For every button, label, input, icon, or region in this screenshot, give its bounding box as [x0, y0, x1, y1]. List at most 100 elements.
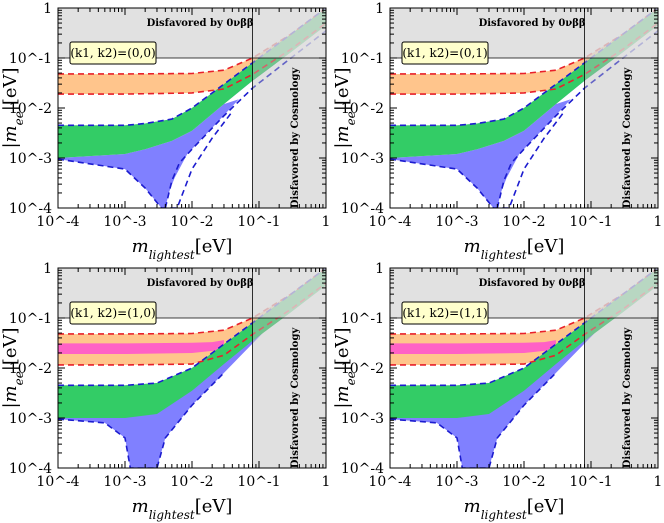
x-label-main: m — [464, 496, 481, 517]
x-label-main: m — [464, 236, 481, 257]
label-disfavored-cosmology: Disfavored by Cosmology — [290, 327, 301, 469]
y-tick-label: 1 — [375, 1, 384, 17]
x-axis-label: mlightest[eV] — [132, 236, 233, 262]
y-tick-label: 1 — [43, 1, 52, 17]
y-label-sub: ee — [344, 371, 358, 385]
k-badge-text: (k1, k2)=(0,0) — [70, 46, 155, 60]
x-tick-label: 10^-2 — [502, 474, 545, 490]
disfavored-cosmology-region — [252, 58, 326, 208]
y-tick-label: 10^-1 — [9, 311, 52, 327]
x-tick-label: 10^-1 — [569, 474, 612, 490]
x-label-sub: lightest — [149, 508, 195, 522]
io-band — [58, 268, 326, 365]
chart-panel: 10^-4 10^-3 10^-2 10^-1 1 10^-4 10^-3 10^-2 10^-… — [0, 261, 330, 522]
k-badge-box — [401, 41, 489, 65]
k-badge-box — [401, 301, 489, 325]
no-allowed-band — [390, 8, 658, 158]
x-tick-label: 10^-2 — [170, 214, 213, 230]
y-label-unit: |[eV] — [332, 67, 353, 111]
y-label-unit: |[eV] — [0, 327, 21, 371]
no-lower-curve-2 — [164, 30, 326, 208]
y-label-sub: ee — [12, 111, 26, 125]
x-tick-label: 10^-4 — [368, 214, 411, 230]
x-tick-label: 10^-3 — [103, 474, 146, 490]
label-disfavored-cosmology: Disfavored by Cosmology — [290, 67, 301, 209]
y-axis-label: |mee|[eV] — [332, 67, 358, 148]
k-badge-text: (k1, k2)=(1,1) — [402, 306, 487, 320]
x-tick-label: 1 — [654, 214, 663, 230]
x-tick-label: 10^-1 — [569, 214, 612, 230]
x-tick-label: 10^-2 — [502, 214, 545, 230]
y-axis-label: |mee|[eV] — [0, 67, 26, 148]
k-badge-text: (k1, k2)=(1,0) — [70, 306, 155, 320]
k-badge-box — [69, 301, 157, 325]
y-label-sub: ee — [12, 371, 26, 385]
io-allowed-band — [390, 340, 556, 355]
x-tick-label: 10^-1 — [237, 214, 280, 230]
x-tick-label: 1 — [654, 474, 663, 490]
label-disfavored-cosmology: Disfavored by Cosmology — [622, 67, 633, 209]
x-tick-label: 10^-3 — [435, 214, 478, 230]
no-allowed-band — [390, 268, 658, 418]
y-tick-label: 10^-1 — [341, 51, 384, 67]
x-tick-label: 1 — [322, 214, 331, 230]
y-tick-label: 10^-3 — [341, 151, 384, 167]
x-label-sub: lightest — [481, 248, 527, 262]
y-tick-label: 10^-4 — [9, 461, 52, 477]
label-disfavored-cosmology: Disfavored by Cosmology — [622, 327, 633, 469]
y-tick-label: 10^-4 — [9, 201, 52, 217]
y-label-unit: |[eV] — [332, 327, 353, 371]
x-tick-label: 10^-4 — [36, 214, 79, 230]
y-tick-label: 10^-2 — [341, 361, 384, 377]
no-lower-curve — [58, 372, 225, 468]
no-lower-curve-2 — [496, 30, 658, 208]
no-lower-curve — [390, 372, 557, 468]
y-tick-label: 1 — [43, 261, 52, 277]
y-axis-label: |mee|[eV] — [332, 327, 358, 408]
x-tick-label: 1 — [322, 474, 331, 490]
x-tick-label: 10^-3 — [103, 214, 146, 230]
label-disfavored-0vbb: Disfavored by 0νββ — [479, 278, 586, 289]
y-label-main: |m — [0, 125, 21, 148]
y-tick-label: 10^-3 — [9, 151, 52, 167]
x-label-unit: [eV] — [527, 496, 565, 517]
y-label-sub: ee — [344, 111, 358, 125]
y-label-main: |m — [332, 385, 353, 408]
no-allowed-band — [58, 8, 326, 158]
y-tick-label: 10^-1 — [9, 51, 52, 67]
disfavored-cosmology-region — [584, 318, 658, 468]
x-tick-label: 10^-1 — [237, 474, 280, 490]
x-label-unit: [eV] — [527, 236, 565, 257]
plot-area — [58, 268, 326, 468]
x-label-unit: [eV] — [195, 496, 233, 517]
y-axis-label: |mee|[eV] — [0, 327, 26, 408]
x-axis-label: mlightest[eV] — [132, 496, 233, 522]
no-lower-curve — [58, 111, 233, 208]
no-allowed-band — [58, 268, 326, 418]
x-tick-label: 10^-3 — [435, 474, 478, 490]
io-band — [390, 268, 658, 365]
label-disfavored-0vbb: Disfavored by 0νββ — [147, 18, 254, 29]
x-label-unit: [eV] — [195, 236, 233, 257]
x-label-main: m — [132, 236, 149, 257]
y-tick-label: 10^-1 — [341, 311, 384, 327]
x-axis-label: mlightest[eV] — [464, 236, 565, 262]
y-tick-label: 10^-2 — [9, 361, 52, 377]
y-tick-label: 10^-4 — [341, 201, 384, 217]
x-tick-label: 10^-4 — [368, 474, 411, 490]
k-badge-box — [69, 41, 157, 65]
y-tick-label: 10^-4 — [341, 461, 384, 477]
x-axis-label: mlightest[eV] — [464, 496, 565, 522]
y-tick-label: 1 — [375, 261, 384, 277]
chart-panel: 10^-4 10^-3 10^-2 10^-1 1 10^-4 10^-3 10^-2 10^-… — [0, 1, 330, 262]
y-tick-label: 10^-2 — [341, 101, 384, 117]
y-tick-label: 10^-2 — [9, 101, 52, 117]
no-lower-curve — [390, 111, 565, 208]
x-label-sub: lightest — [481, 508, 527, 522]
x-tick-label: 10^-2 — [170, 474, 213, 490]
io-allowed-band — [58, 340, 224, 355]
x-label-main: m — [132, 496, 149, 517]
y-label-unit: |[eV] — [0, 67, 21, 111]
disfavored-cosmology-region — [252, 318, 326, 468]
